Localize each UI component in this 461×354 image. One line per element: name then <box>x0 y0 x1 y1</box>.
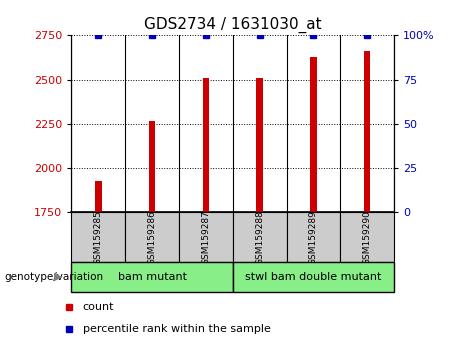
Bar <box>340 212 394 262</box>
Bar <box>233 212 287 262</box>
Text: GSM159289: GSM159289 <box>309 210 318 265</box>
Text: GSM159290: GSM159290 <box>363 210 372 265</box>
Text: GSM159285: GSM159285 <box>94 210 103 265</box>
Text: percentile rank within the sample: percentile rank within the sample <box>83 324 271 334</box>
Bar <box>364 51 371 212</box>
Bar <box>203 78 209 212</box>
Text: GSM159287: GSM159287 <box>201 210 210 265</box>
Text: bam mutant: bam mutant <box>118 272 187 282</box>
Text: stwl bam double mutant: stwl bam double mutant <box>245 272 382 282</box>
Bar <box>149 121 155 212</box>
Text: count: count <box>83 302 114 313</box>
Bar <box>233 262 394 292</box>
Text: ▶: ▶ <box>54 272 62 282</box>
Bar <box>71 262 233 292</box>
Text: genotype/variation: genotype/variation <box>5 272 104 282</box>
Bar <box>287 212 340 262</box>
Bar <box>71 212 125 262</box>
Title: GDS2734 / 1631030_at: GDS2734 / 1631030_at <box>144 16 322 33</box>
Text: GSM159286: GSM159286 <box>148 210 157 265</box>
Bar <box>256 78 263 212</box>
Bar <box>310 57 317 212</box>
Bar <box>95 181 101 212</box>
Bar <box>125 212 179 262</box>
Text: GSM159288: GSM159288 <box>255 210 264 265</box>
Bar <box>179 212 233 262</box>
